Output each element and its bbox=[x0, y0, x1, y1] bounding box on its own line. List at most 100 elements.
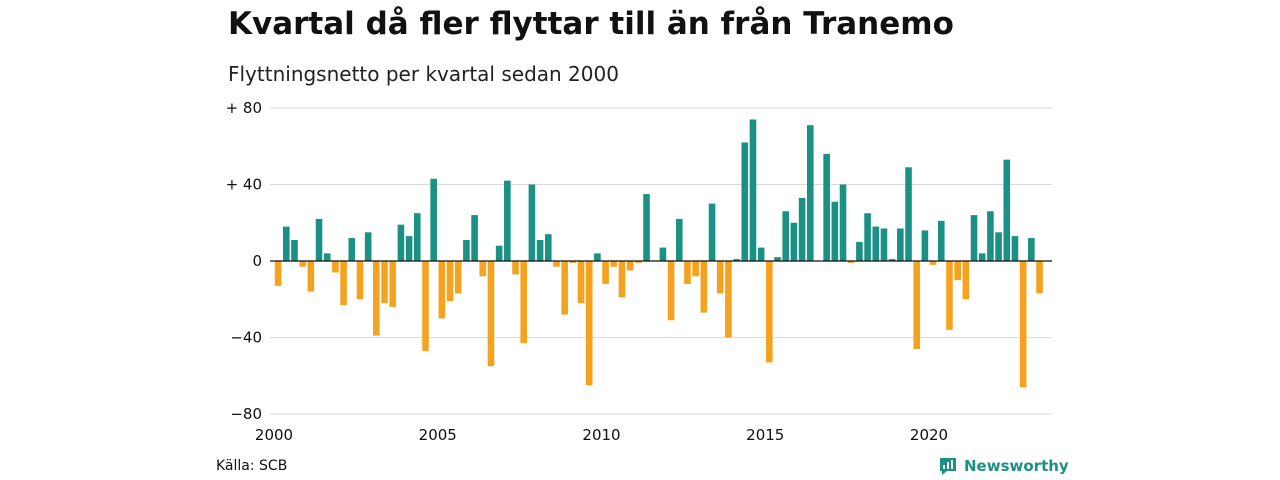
y-axis-ticks: + 80 + 40 0 −40 −80 bbox=[226, 99, 262, 423]
bar: 2023 K1: 12 bbox=[1028, 238, 1035, 261]
bar: 2005 K1: -30 bbox=[438, 261, 446, 319]
bar: 2004 K3: -47 bbox=[422, 261, 429, 351]
bar: 2006 K2: -8 bbox=[479, 261, 487, 277]
bar: 2001 K3: 4 bbox=[323, 253, 331, 261]
bar: 2003 K2: -22 bbox=[381, 261, 388, 304]
brand-name: Newsworthy bbox=[964, 457, 1069, 475]
bar: 2012 K1: -31 bbox=[667, 261, 675, 321]
bar: 2015 K2: 2 bbox=[774, 257, 781, 261]
bar: 2014 K1: 1 bbox=[733, 259, 740, 261]
y-tick-label: + 80 bbox=[226, 99, 262, 117]
x-tick-label: 2020 bbox=[910, 426, 948, 444]
bar: 2006 K1: 24 bbox=[471, 215, 478, 261]
bar: 2002 K1: -23 bbox=[340, 261, 347, 305]
bar: 2015 K4: 20 bbox=[790, 222, 798, 261]
bar: 2015 K3: 26 bbox=[782, 211, 790, 261]
bar: 2007 K1: 42 bbox=[504, 180, 511, 261]
bar: 2004 K4: 43 bbox=[430, 178, 437, 261]
bar: 2003 K4: 19 bbox=[397, 224, 405, 261]
y-tick-label: 0 bbox=[252, 252, 262, 270]
bar: 2010 K1: -12 bbox=[602, 261, 609, 284]
bar: 2013 K3: -17 bbox=[716, 261, 724, 294]
bar: 2018 K3: 17 bbox=[880, 228, 888, 261]
bar: 2021 K4: 26 bbox=[987, 211, 994, 261]
chart-title: Kvartal då fler flyttar till än från Tra… bbox=[228, 6, 954, 42]
bar: 2001 K2: 22 bbox=[315, 218, 323, 261]
bar: 2008 K4: -28 bbox=[561, 261, 568, 315]
x-tick-label: 2000 bbox=[255, 426, 293, 444]
bar: 2013 K1: -27 bbox=[700, 261, 708, 313]
bar: 2009 K2: -22 bbox=[577, 261, 585, 304]
bar: 2000 K3: 11 bbox=[291, 239, 298, 261]
bar: 2004 K2: 25 bbox=[413, 213, 421, 261]
bar: 2005 K4: 11 bbox=[463, 239, 470, 261]
bar: 2003 K1: -39 bbox=[373, 261, 380, 336]
bar: 2000 K2: 18 bbox=[282, 226, 290, 261]
bar: 2022 K2: 53 bbox=[1003, 159, 1011, 261]
bar: 2021 K2: 24 bbox=[970, 215, 978, 261]
x-axis-ticks: 2000 2005 2010 2015 2020 bbox=[255, 426, 948, 444]
bar: 2015 K1: -53 bbox=[766, 261, 773, 363]
bar: 2017 K3: -1 bbox=[847, 261, 855, 263]
bar: 2000 K1: -13 bbox=[274, 261, 282, 286]
bar: 2013 K4: -40 bbox=[725, 261, 732, 338]
bar: 2007 K3: -43 bbox=[520, 261, 528, 344]
bar: 2009 K3: -65 bbox=[585, 261, 593, 386]
bar: 2022 K1: 15 bbox=[995, 232, 1002, 261]
bar: 2009 K4: 4 bbox=[594, 253, 601, 261]
bar: 2022 K4: -66 bbox=[1019, 261, 1027, 388]
bar: 2002 K3: -20 bbox=[356, 261, 364, 300]
bar: 2011 K1: -1 bbox=[635, 261, 642, 263]
bar: 2022 K3: 13 bbox=[1011, 236, 1019, 261]
bar: 2019 K4: 16 bbox=[921, 230, 929, 261]
chart-subtitle: Flyttningsnetto per kvartal sedan 2000 bbox=[228, 62, 619, 86]
y-tick-label: −40 bbox=[230, 329, 262, 347]
bar: 2014 K2: 62 bbox=[741, 142, 749, 261]
bar: 2006 K3: -55 bbox=[487, 261, 495, 367]
bar: 2012 K3: -12 bbox=[684, 261, 691, 284]
brand-logo[interactable]: Newsworthy bbox=[938, 456, 1069, 476]
bar: 2006 K4: 8 bbox=[495, 245, 503, 261]
x-tick-label: 2015 bbox=[746, 426, 784, 444]
bar: 2011 K2: 35 bbox=[643, 194, 650, 261]
bar: 2020 K3: -36 bbox=[946, 261, 953, 330]
bar: 2008 K1: 11 bbox=[536, 239, 544, 261]
x-tick-label: 2005 bbox=[419, 426, 457, 444]
y-tick-label: −80 bbox=[230, 405, 262, 423]
bar: 2017 K4: 10 bbox=[856, 241, 863, 262]
bar: 2018 K2: 18 bbox=[872, 226, 880, 261]
bar: 2019 K2: 49 bbox=[905, 167, 912, 261]
bar: 2002 K4: 15 bbox=[364, 232, 372, 261]
bar: 2021 K1: -20 bbox=[962, 261, 970, 300]
bar: 2007 K4: 40 bbox=[528, 184, 536, 261]
bar: 2016 K1: 33 bbox=[798, 197, 806, 261]
bar: 2010 K2: -3 bbox=[610, 261, 618, 267]
bar: 2023 K2: -17 bbox=[1036, 261, 1043, 294]
bar: 2000 K4: -3 bbox=[299, 261, 306, 267]
bar: 2005 K2: -21 bbox=[446, 261, 454, 302]
bar: 2007 K2: -7 bbox=[512, 261, 519, 275]
bars: 2000 K1: -132000 K2: 182000 K3: 112000 K… bbox=[274, 119, 1043, 388]
bar: 2010 K4: -5 bbox=[626, 261, 634, 271]
bar: 2018 K1: 25 bbox=[864, 213, 871, 261]
gridlines bbox=[270, 107, 1052, 415]
bar: 2005 K3: -17 bbox=[454, 261, 462, 294]
bar: 2010 K3: -19 bbox=[618, 261, 626, 298]
bar: 2021 K3: 4 bbox=[978, 253, 986, 261]
bar: 2008 K2: 14 bbox=[544, 234, 552, 261]
bar: 2016 K4: 56 bbox=[823, 153, 830, 261]
bar: 2014 K4: 7 bbox=[757, 247, 765, 261]
bar: 2011 K4: 7 bbox=[659, 247, 667, 261]
bar: 2018 K4: 1 bbox=[888, 259, 896, 261]
bar: 2014 K3: 74 bbox=[749, 119, 757, 261]
bar: 2008 K3: -3 bbox=[553, 261, 560, 267]
bar: 2020 K1: -2 bbox=[929, 261, 937, 265]
x-tick-label: 2010 bbox=[582, 426, 620, 444]
y-tick-label: + 40 bbox=[226, 176, 262, 194]
bar: 2016 K2: 71 bbox=[806, 125, 814, 262]
bar: 2013 K2: 30 bbox=[708, 203, 716, 262]
newsworthy-logo-icon bbox=[940, 458, 956, 475]
bar: 2017 K1: 31 bbox=[831, 201, 839, 261]
bar: 2003 K3: -24 bbox=[389, 261, 397, 307]
bar: 2019 K3: -46 bbox=[913, 261, 921, 349]
